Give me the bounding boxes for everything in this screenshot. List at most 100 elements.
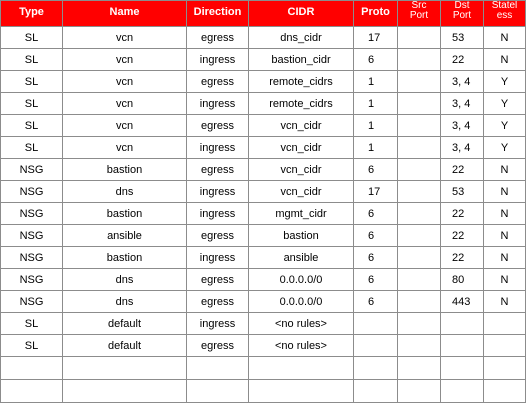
cell-type: SL bbox=[0, 114, 63, 137]
cell-name bbox=[62, 379, 187, 403]
cell-proto: 6 bbox=[353, 224, 398, 247]
cell-name: dns bbox=[62, 180, 187, 203]
cell-stateless bbox=[483, 379, 526, 403]
cell-cidr: <no rules> bbox=[248, 334, 354, 357]
table-row: SL default ingress <no rules> bbox=[0, 312, 526, 335]
cell-direction: ingress bbox=[186, 202, 249, 225]
cell-type: SL bbox=[0, 92, 63, 115]
cell-stateless: Y bbox=[483, 70, 526, 93]
cell-cidr: vcn_cidr bbox=[248, 114, 354, 137]
cell-type: NSG bbox=[0, 224, 63, 247]
cell-proto: 6 bbox=[353, 290, 398, 313]
cell-name: default bbox=[62, 334, 187, 357]
cell-src-port bbox=[397, 70, 441, 93]
cell-direction: ingress bbox=[186, 92, 249, 115]
cell-stateless: N bbox=[483, 48, 526, 71]
table-row: NSG dns ingress vcn_cidr 17 53 N bbox=[0, 180, 526, 203]
table-row bbox=[0, 379, 526, 403]
cell-cidr bbox=[248, 379, 354, 403]
table-row bbox=[0, 356, 526, 380]
cell-type: NSG bbox=[0, 180, 63, 203]
cell-direction: ingress bbox=[186, 246, 249, 269]
cell-cidr: vcn_cidr bbox=[248, 136, 354, 159]
cell-stateless: N bbox=[483, 224, 526, 247]
header-src-port-line2: Port bbox=[409, 10, 429, 21]
cell-direction: ingress bbox=[186, 136, 249, 159]
cell-src-port bbox=[397, 180, 441, 203]
cell-src-port bbox=[397, 48, 441, 71]
cell-stateless: N bbox=[483, 158, 526, 181]
cell-direction bbox=[186, 356, 249, 380]
cell-dst-port: 22 bbox=[440, 202, 484, 225]
cell-type: SL bbox=[0, 26, 63, 49]
cell-direction: egress bbox=[186, 70, 249, 93]
cell-direction: egress bbox=[186, 26, 249, 49]
cell-proto: 6 bbox=[353, 246, 398, 269]
cell-name: ansible bbox=[62, 224, 187, 247]
table-body: SL vcn egress dns_cidr 17 53 N SL vcn ingress bast… bbox=[0, 26, 526, 403]
header-cidr: CIDR bbox=[248, 0, 354, 27]
cell-name: vcn bbox=[62, 70, 187, 93]
header-direction: Direction bbox=[186, 0, 249, 27]
cell-direction: egress bbox=[186, 224, 249, 247]
cell-stateless: Y bbox=[483, 136, 526, 159]
cell-dst-port: 22 bbox=[440, 48, 484, 71]
cell-type: NSG bbox=[0, 268, 63, 291]
cell-name bbox=[62, 356, 187, 380]
header-name: Name bbox=[62, 0, 187, 27]
cell-dst-port: 3, 4 bbox=[440, 70, 484, 93]
cell-dst-port: 3, 4 bbox=[440, 92, 484, 115]
cell-direction: egress bbox=[186, 114, 249, 137]
cell-src-port bbox=[397, 379, 441, 403]
cell-proto: 1 bbox=[353, 136, 398, 159]
cell-src-port bbox=[397, 246, 441, 269]
cell-type: NSG bbox=[0, 158, 63, 181]
cell-proto bbox=[353, 356, 398, 380]
header-dst-port-line1: Dst bbox=[454, 0, 470, 11]
cell-proto: 17 bbox=[353, 26, 398, 49]
security-rules-table-container: Type Name Direction CIDR Proto Src Port D… bbox=[0, 0, 526, 403]
cell-name: vcn bbox=[62, 114, 187, 137]
cell-src-port bbox=[397, 158, 441, 181]
cell-type bbox=[0, 356, 63, 380]
cell-dst-port: 22 bbox=[440, 224, 484, 247]
cell-type: SL bbox=[0, 70, 63, 93]
header-stateless-line1: Statel bbox=[491, 0, 518, 11]
cell-dst-port bbox=[440, 334, 484, 357]
cell-proto bbox=[353, 334, 398, 357]
cell-src-port bbox=[397, 334, 441, 357]
header-src-port: Src Port bbox=[397, 0, 441, 27]
cell-proto: 6 bbox=[353, 158, 398, 181]
cell-dst-port bbox=[440, 312, 484, 335]
cell-dst-port bbox=[440, 379, 484, 403]
cell-cidr: vcn_cidr bbox=[248, 158, 354, 181]
cell-name: dns bbox=[62, 290, 187, 313]
header-type: Type bbox=[0, 0, 63, 27]
cell-proto bbox=[353, 312, 398, 335]
header-src-port-line1: Src bbox=[411, 0, 427, 11]
cell-cidr: bastion bbox=[248, 224, 354, 247]
cell-name: dns bbox=[62, 268, 187, 291]
cell-cidr: <no rules> bbox=[248, 312, 354, 335]
cell-stateless bbox=[483, 334, 526, 357]
cell-dst-port: 53 bbox=[440, 26, 484, 49]
cell-cidr: 0.0.0.0/0 bbox=[248, 290, 354, 313]
header-dst-port-line2: Port bbox=[452, 10, 472, 21]
cell-dst-port: 22 bbox=[440, 246, 484, 269]
cell-name: vcn bbox=[62, 26, 187, 49]
cell-name: default bbox=[62, 312, 187, 335]
header-dst-port: Dst Port bbox=[440, 0, 484, 27]
cell-proto: 17 bbox=[353, 180, 398, 203]
cell-src-port bbox=[397, 224, 441, 247]
cell-type: SL bbox=[0, 312, 63, 335]
cell-type: SL bbox=[0, 48, 63, 71]
cell-cidr: remote_cidrs bbox=[248, 70, 354, 93]
cell-dst-port: 3, 4 bbox=[440, 136, 484, 159]
table-row: SL vcn ingress bastion_cidr 6 22 N bbox=[0, 48, 526, 71]
cell-stateless: N bbox=[483, 26, 526, 49]
cell-src-port bbox=[397, 268, 441, 291]
cell-dst-port: 443 bbox=[440, 290, 484, 313]
cell-cidr: dns_cidr bbox=[248, 26, 354, 49]
